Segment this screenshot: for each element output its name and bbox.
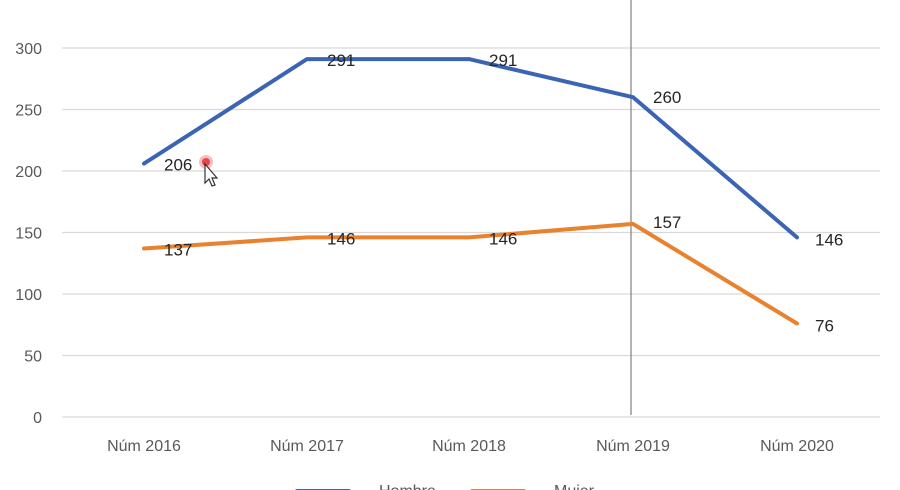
y-tick-label: 0 xyxy=(33,410,42,427)
data-label: 157 xyxy=(653,213,681,232)
data-label: 76 xyxy=(815,317,834,336)
x-axis: Núm 2016 Núm 2017 Núm 2018 Núm 2019 Núm 2020 xyxy=(107,438,834,455)
y-tick-label: 50 xyxy=(24,349,42,366)
x-tick-label: Núm 2020 xyxy=(760,438,834,455)
x-tick-label: Núm 2017 xyxy=(270,438,344,455)
data-label: 291 xyxy=(327,51,355,70)
series-line-mujer xyxy=(142,221,799,326)
y-tick-label: 100 xyxy=(15,287,42,304)
y-axis: 0 50 100 150 200 250 300 xyxy=(15,41,42,427)
x-tick-label: Núm 2018 xyxy=(432,438,506,455)
y-tick-label: 150 xyxy=(15,226,42,243)
data-label: 146 xyxy=(327,229,355,248)
legend-label: Mujer xyxy=(554,483,595,490)
legend-label: Hombre xyxy=(379,483,436,490)
series-line-hombre xyxy=(142,57,799,240)
x-tick-label: Núm 2016 xyxy=(107,438,181,455)
y-tick-label: 250 xyxy=(15,103,42,120)
legend: Hombre Mujer xyxy=(295,483,595,490)
data-label: 146 xyxy=(815,230,843,249)
data-label: 206 xyxy=(164,156,192,175)
x-tick-label: Núm 2019 xyxy=(596,438,670,455)
data-label: 137 xyxy=(164,240,192,259)
data-label: 260 xyxy=(653,88,681,107)
y-tick-label: 300 xyxy=(15,41,42,58)
y-tick-label: 200 xyxy=(15,164,42,181)
data-labels: 206 291 291 260 146 137 146 146 157 76 xyxy=(164,51,843,335)
data-label: 146 xyxy=(489,229,517,248)
series-lines xyxy=(142,57,799,326)
data-label: 291 xyxy=(489,51,517,70)
gridlines xyxy=(62,47,880,418)
mouse-pointer-icon xyxy=(199,155,219,187)
